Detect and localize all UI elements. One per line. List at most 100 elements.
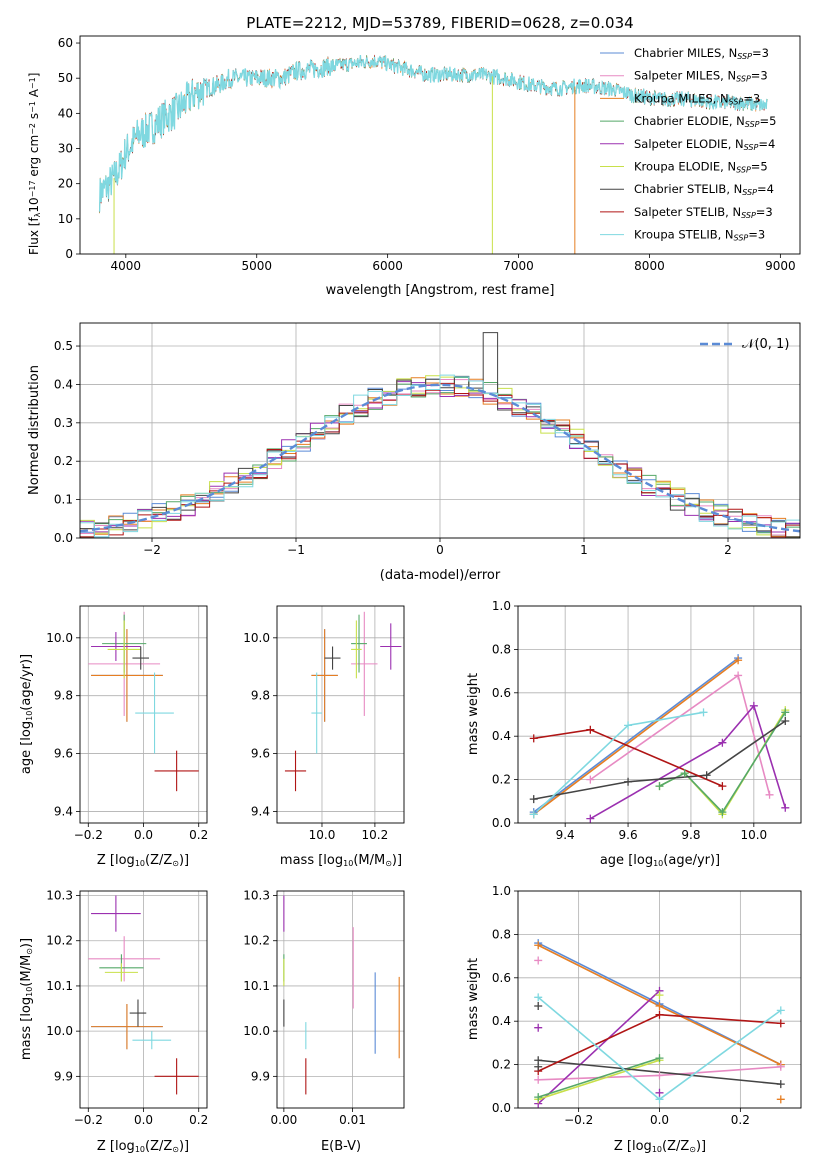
x-tick-label: 0.2	[189, 828, 208, 842]
mass-vs-Z-axes: −0.2 0.0 0.29.910.010.110.210.3Z [log10(Z/…	[19, 889, 208, 1154]
data-point	[586, 814, 595, 823]
y-axis-label: Normed distribution	[27, 365, 42, 495]
x-tick-label: 4000	[111, 259, 142, 273]
x-tick-label: 10.0	[309, 828, 336, 842]
legend-label-tail: =3	[748, 228, 765, 242]
y-tick-label: 60	[58, 36, 73, 50]
age-vs-mass-plot	[284, 611, 402, 792]
y-axis-label-part: λ	[33, 212, 42, 217]
data-point	[529, 734, 538, 743]
legend-entry: Kroupa ELODIE, NSSP=5	[634, 160, 768, 175]
weight-line	[533, 711, 704, 815]
mass-vs-Z-plot	[88, 895, 199, 1095]
x-axis-label-part: (age/yr)]	[663, 853, 720, 868]
y-tick-label: 0.4	[54, 377, 73, 391]
x-tick-label: 10.2	[362, 828, 389, 842]
legend-entry: Kroupa STELIB, NSSP=3	[634, 228, 765, 243]
legend-entry: 𝒩(0, 1)	[742, 337, 789, 352]
y-tick-label: 0.2	[492, 773, 511, 787]
y-tick-label: 9.6	[251, 747, 270, 761]
y-axis-label-part: −2	[28, 123, 37, 135]
x-axis-label-part: ⊙	[385, 859, 392, 868]
legend-entry: Salpeter MILES, NSSP=3	[634, 69, 768, 84]
legend-label: Salpeter STELIB, N	[634, 205, 741, 219]
data-point	[776, 1006, 785, 1015]
legend-label-sub: SSP	[734, 234, 749, 243]
legend-label-tail: =3	[743, 91, 760, 105]
x-tick-label: −0.2	[564, 1113, 593, 1127]
data-point	[534, 993, 543, 1002]
legend-label-tail: =5	[751, 160, 768, 174]
y-tick-label: 10.0	[243, 631, 270, 645]
x-axis-label-part: ⊙	[172, 859, 179, 868]
legend-entry: Chabrier MILES, NSSP=3	[634, 46, 769, 61]
x-axis-label-part: (Z/Z	[145, 853, 172, 868]
y-tick-label: 10.1	[46, 979, 73, 993]
mass-vs-EBV-frame	[276, 890, 405, 1109]
x-axis-label: mass [log10(M/M⊙)]	[280, 853, 402, 868]
legend-label: Kroupa ELODIE, N	[634, 160, 736, 174]
y-axis-label-part: age [log	[19, 721, 34, 774]
legend-label: Kroupa STELIB, N	[634, 228, 734, 242]
y-tick-label: 0.3	[54, 416, 73, 430]
data-point	[776, 1095, 785, 1104]
y-axis-label-part: mass [log	[19, 997, 34, 1060]
y-axis-label-part: 10	[25, 711, 34, 721]
y-tick-label: 0.0	[492, 816, 511, 830]
spectrum-line	[98, 54, 768, 212]
y-tick-label: 40	[58, 106, 73, 120]
x-axis-label: Z [log10(Z/Z⊙)]	[97, 853, 189, 868]
weight-line	[533, 659, 739, 815]
legend-label-tail: =3	[756, 205, 773, 219]
x-tick-label: −0.2	[74, 828, 103, 842]
age-vs-Z-axes: −0.2 0.0 0.29.49.69.810.0Z [log10(Z/Z⊙)]ag…	[19, 605, 208, 868]
y-tick-label: 0.8	[492, 927, 511, 941]
x-axis-label-part: mass [log	[280, 853, 343, 868]
y-axis-label-part: (M/M	[19, 955, 34, 987]
y-tick-label: 10.3	[46, 889, 73, 903]
x-tick-label: 0.00	[271, 1113, 298, 1127]
y-tick-label: 9.4	[54, 804, 73, 818]
x-tick-label: 1	[580, 543, 588, 557]
x-tick-label: 0.01	[339, 1113, 366, 1127]
x-axis-label-part: 10	[653, 859, 663, 868]
y-tick-label: 10.3	[243, 889, 270, 903]
x-axis-label-part: )]	[392, 853, 402, 868]
y-tick-label: 10.0	[243, 1024, 270, 1038]
x-tick-label: 5000	[241, 259, 272, 273]
x-axis-label-part: 10	[135, 859, 145, 868]
data-point	[534, 1062, 543, 1071]
data-point	[781, 803, 790, 812]
y-axis-label-part: −1	[28, 101, 37, 113]
legend-label-sub: SSP	[736, 75, 751, 84]
data-point	[749, 701, 758, 710]
y-axis-label-part: 10	[25, 987, 34, 997]
y-axis-label-part: )]	[19, 938, 34, 948]
data-point	[624, 777, 633, 786]
legend-label-sub: SSP	[737, 52, 752, 61]
y-axis-label-part: −1	[28, 77, 37, 89]
x-axis-label-part: 10	[135, 1145, 145, 1154]
x-tick-label: 6000	[372, 259, 403, 273]
legend-label-sub: SSP	[744, 143, 759, 152]
data-point	[624, 721, 633, 730]
data-point	[765, 790, 774, 799]
residuals-axes: −2 −1 0 1 2 0.0 0.1 0.2 0.3 0.4 0.5 (data-model)/er…	[27, 322, 801, 583]
y-tick-label: 9.9	[251, 1069, 270, 1083]
y-axis-label-part: −17	[28, 180, 37, 197]
x-tick-label: 7000	[503, 259, 534, 273]
data-point	[699, 708, 708, 717]
y-tick-label: 0.6	[492, 971, 511, 985]
y-tick-label: 10.2	[243, 934, 270, 948]
legend-label: Chabrier ELODIE, N	[634, 114, 745, 128]
data-point	[781, 708, 790, 717]
legend-label: Chabrier STELIB, N	[634, 182, 742, 196]
legend-entry: Salpeter STELIB, NSSP=3	[634, 205, 773, 220]
data-point	[534, 1075, 543, 1084]
data-point	[776, 1080, 785, 1089]
x-axis-label-part: Z [log	[97, 853, 135, 868]
weight-line	[537, 1059, 660, 1101]
y-tick-label: 0.2	[492, 1058, 511, 1072]
weight-line	[537, 990, 661, 1105]
x-axis-label-part: ⊙	[172, 1145, 179, 1154]
